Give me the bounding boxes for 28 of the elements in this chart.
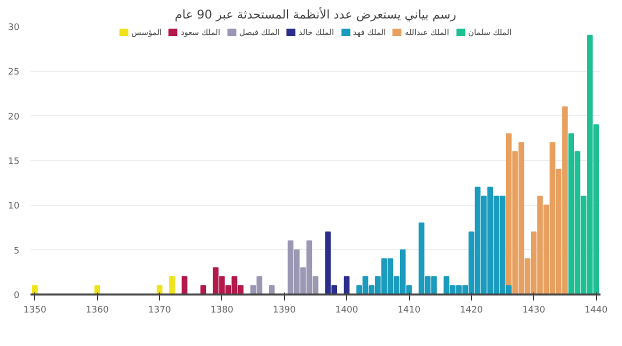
legend-label: الملك عبدالله xyxy=(404,27,450,37)
legend-label: الملك سعود xyxy=(180,27,220,37)
y-tick-label: 25 xyxy=(8,68,20,78)
x-tick-label: 1360 xyxy=(86,306,109,316)
legend-label: الملك فيصل xyxy=(239,27,280,37)
legend-label: الملك خالد xyxy=(298,27,334,37)
x-tick-label: 1420 xyxy=(460,306,484,316)
x-tick-label: 1370 xyxy=(148,306,172,316)
x-tick-label: 1350 xyxy=(23,306,47,316)
y-tick-label: 30 xyxy=(8,23,20,33)
x-tick-label: 1410 xyxy=(398,306,421,316)
legend-label: الملك سلمان xyxy=(468,27,512,37)
x-tick-label: 1440 xyxy=(584,306,608,316)
x-tick-label: 1430 xyxy=(522,306,546,316)
legend-label: الملك فهد xyxy=(352,27,386,37)
legend-label: المؤسس xyxy=(131,27,162,37)
bar xyxy=(182,276,188,294)
chart-title: رسم بياني يستعرض عدد الأنظمة المستحدثة عبر 90 عام xyxy=(174,6,456,22)
x-tick-label: 1400 xyxy=(335,306,358,316)
y-tick-label: 0 xyxy=(14,291,20,301)
y-tick-label: 10 xyxy=(8,202,20,212)
x-tick-label: 1380 xyxy=(210,306,234,316)
y-tick-label: 15 xyxy=(8,157,20,167)
bar xyxy=(344,276,350,294)
x-tick-label: 1390 xyxy=(272,306,296,316)
bar xyxy=(169,276,175,294)
y-tick-label: 5 xyxy=(14,246,20,256)
y-tick-label: 20 xyxy=(8,112,20,122)
